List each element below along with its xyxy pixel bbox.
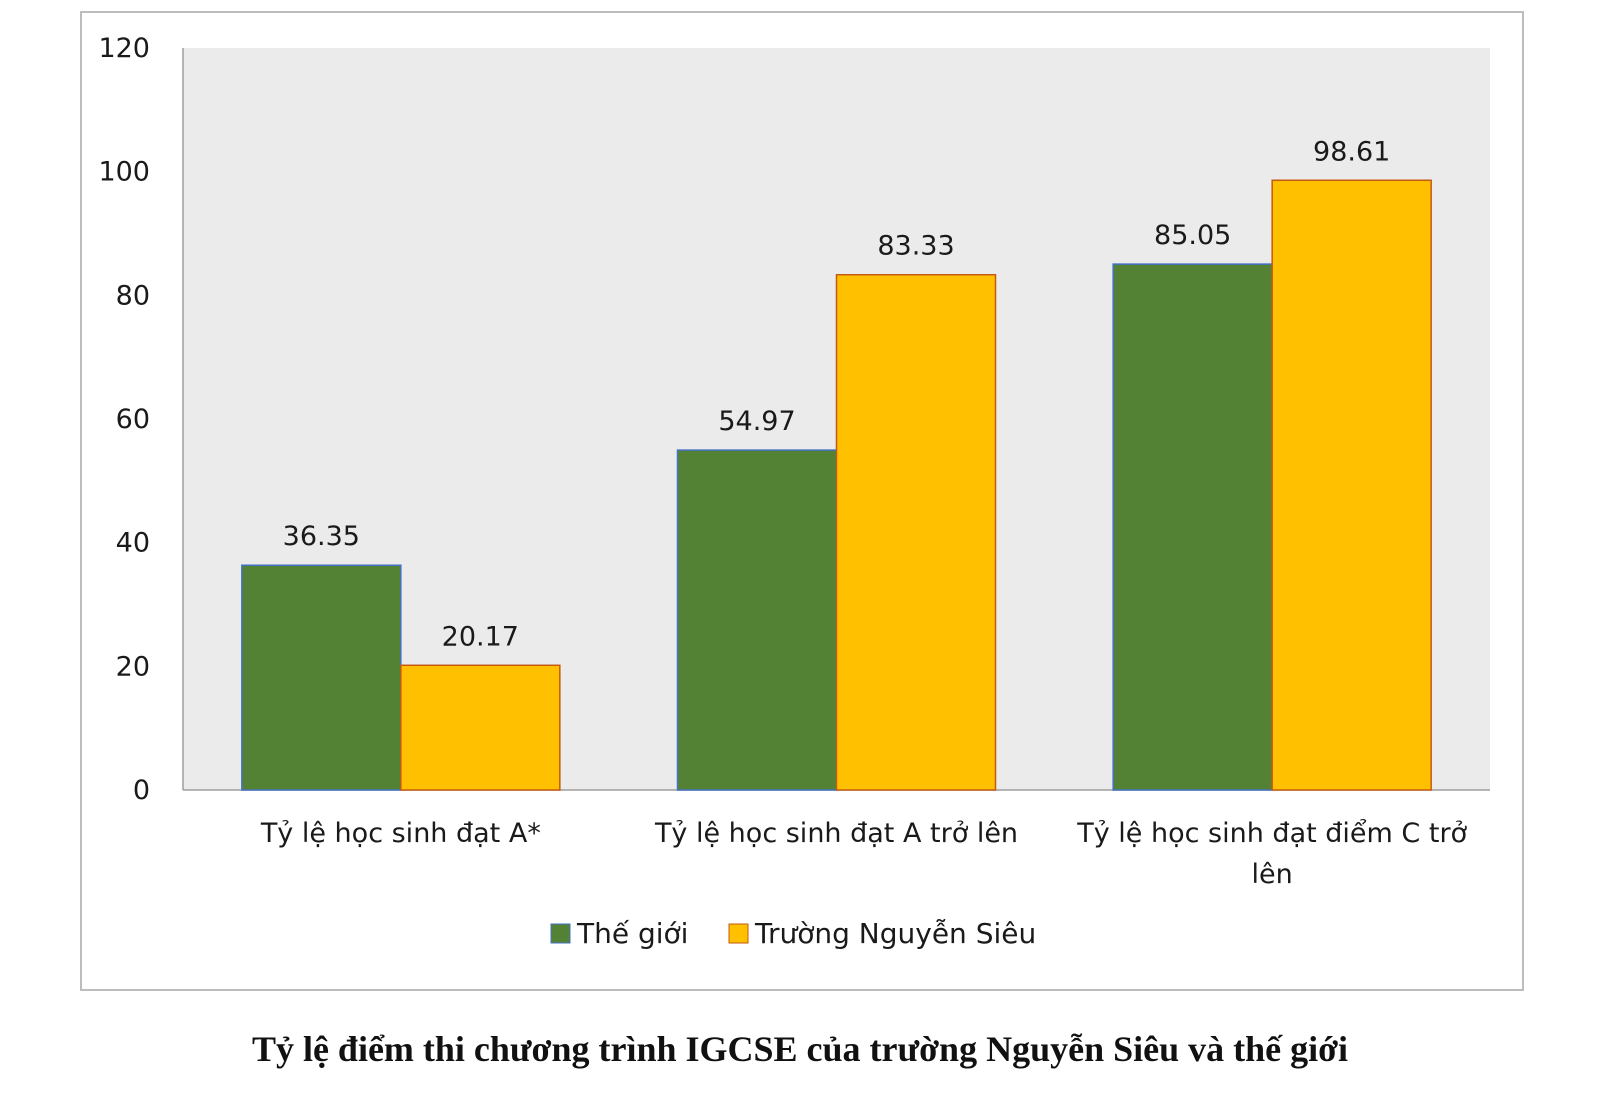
y-tick-label: 100 bbox=[98, 157, 150, 188]
y-tick-label: 120 bbox=[98, 33, 150, 64]
x-tick-label: Tỷ lệ học sinh đạt A* bbox=[260, 818, 541, 849]
y-tick-label: 60 bbox=[116, 404, 150, 435]
data-label: 36.35 bbox=[283, 521, 360, 552]
data-label: 83.33 bbox=[877, 231, 954, 262]
data-label: 85.05 bbox=[1154, 220, 1231, 251]
x-tick-label: Tỷ lệ học sinh đạt A trở lên bbox=[654, 818, 1018, 849]
bar-chart: 0 20 40 60 80 100 120 36.35 20.17 Tỷ lệ học sinh … bbox=[98, 33, 1490, 950]
y-tick-label: 0 bbox=[133, 775, 150, 806]
legend-swatch bbox=[550, 923, 571, 944]
bar bbox=[835, 273, 997, 791]
y-tick-label: 80 bbox=[116, 280, 150, 311]
legend-swatch bbox=[728, 923, 749, 944]
bar bbox=[400, 664, 561, 791]
chart-caption: Tỷ lệ điểm thi chương trình IGCSE của tr… bbox=[251, 1029, 1349, 1069]
x-tick-label: Tỷ lệ học sinh đạt điểm C trở bbox=[1076, 818, 1467, 849]
y-tick-label: 40 bbox=[116, 528, 150, 559]
legend-label: Thế giới bbox=[576, 917, 688, 950]
legend-label: Trường Nguyễn Siêu bbox=[754, 917, 1036, 950]
y-tick-label: 20 bbox=[116, 651, 150, 682]
x-tick-label: lên bbox=[1252, 859, 1293, 890]
bar bbox=[1112, 263, 1273, 791]
data-label: 98.61 bbox=[1313, 136, 1390, 167]
data-label: 54.97 bbox=[718, 406, 795, 437]
bar bbox=[676, 449, 838, 791]
bar bbox=[241, 564, 402, 791]
bar bbox=[1271, 179, 1432, 791]
data-label: 20.17 bbox=[442, 621, 519, 652]
